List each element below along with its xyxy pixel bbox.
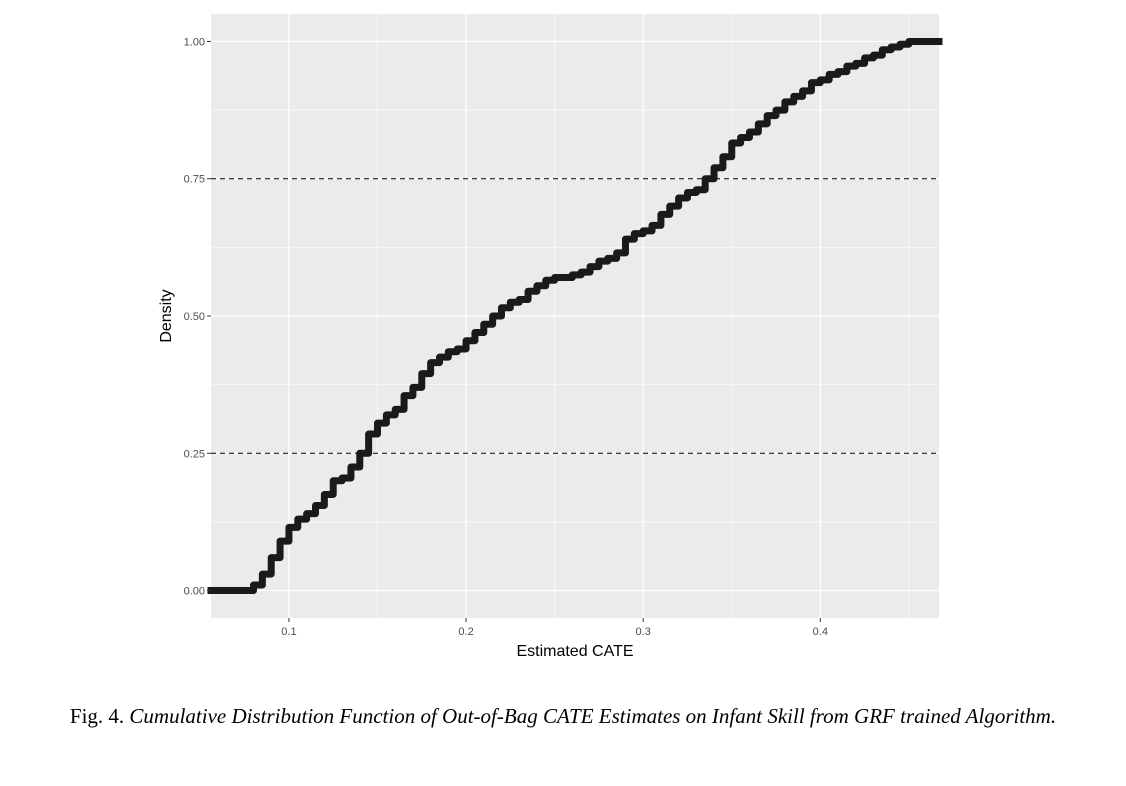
y-tick-label: 0.50 [184,311,205,323]
cdf-line [207,37,943,595]
y-tick-label: 0.25 [184,448,205,460]
x-tick-label: 0.1 [281,626,296,638]
y-axis: 0.00 0.25 0.50 0.75 1.00 [184,36,211,598]
y-tick-label: 0.00 [184,586,205,598]
x-tick-label: 0.2 [458,626,473,638]
cdf-chart: 0.1 0.2 0.3 0.4 0.00 0.25 0.50 0.75 1.00 Estima… [158,14,943,660]
series-group [207,37,943,595]
reference-lines [211,178,939,454]
x-tick-label: 0.3 [636,626,651,638]
x-axis: 0.1 0.2 0.3 0.4 [281,618,828,638]
x-tick-label: 0.4 [813,626,828,638]
figure-caption: Fig. 4. Cumulative Distribution Function… [20,702,1106,730]
x-axis-title: Estimated CATE [516,643,633,660]
figure-caption-text: Cumulative Distribution Function of Out-… [129,704,1057,728]
y-tick-label: 0.75 [184,174,205,186]
figure-number: Fig. 4. [69,704,125,728]
y-tick-label: 1.00 [184,36,205,48]
y-axis-title: Density [158,289,175,342]
